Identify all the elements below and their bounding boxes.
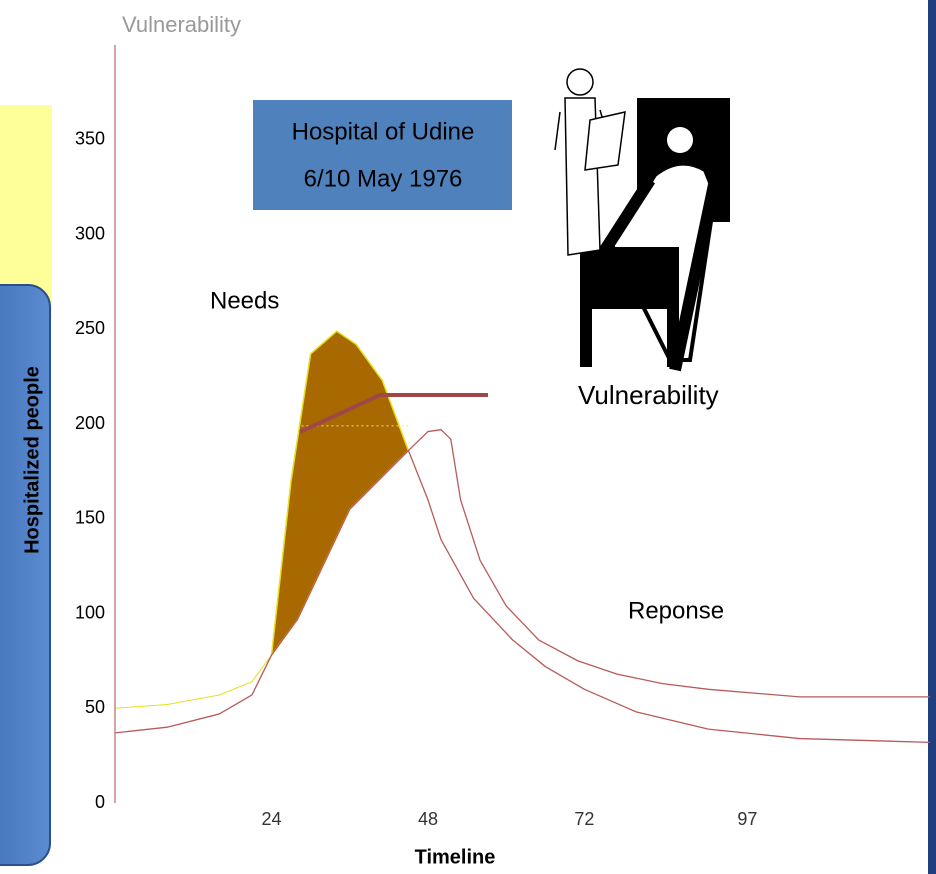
y-tick-label: 350 (75, 129, 105, 149)
y-axis-title: Hospitalized people (21, 366, 43, 554)
y-tick-label: 0 (95, 792, 105, 812)
y-tick-label: 300 (75, 223, 105, 243)
annotation: Vulnerability (578, 380, 719, 410)
hospital-icon (555, 69, 730, 370)
info-line: Hospital of Udine (292, 118, 475, 145)
y-tick-label: 100 (75, 602, 105, 622)
series-line (115, 430, 930, 743)
y-tick-label: 200 (75, 413, 105, 433)
info-line: 6/10 May 1976 (304, 165, 463, 192)
axis-top-label: Vulnerability (122, 12, 241, 37)
x-tick-label: 48 (418, 809, 438, 829)
y-tick-label: 50 (85, 697, 105, 717)
needs-area (271, 331, 408, 655)
chart: Hospital of Udine 6/10 May 1976 Vulnerab… (0, 0, 936, 874)
series-label: Reponse (628, 597, 724, 624)
info-box (253, 100, 512, 210)
y-tick-label: 150 (75, 508, 105, 528)
y-tick-label: 250 (75, 318, 105, 338)
x-tick-label: 72 (574, 809, 594, 829)
x-tick-label: 24 (261, 809, 281, 829)
series-label: Needs (210, 287, 279, 314)
x-axis-title: Timeline (415, 846, 496, 868)
x-tick-label: 97 (737, 809, 757, 829)
